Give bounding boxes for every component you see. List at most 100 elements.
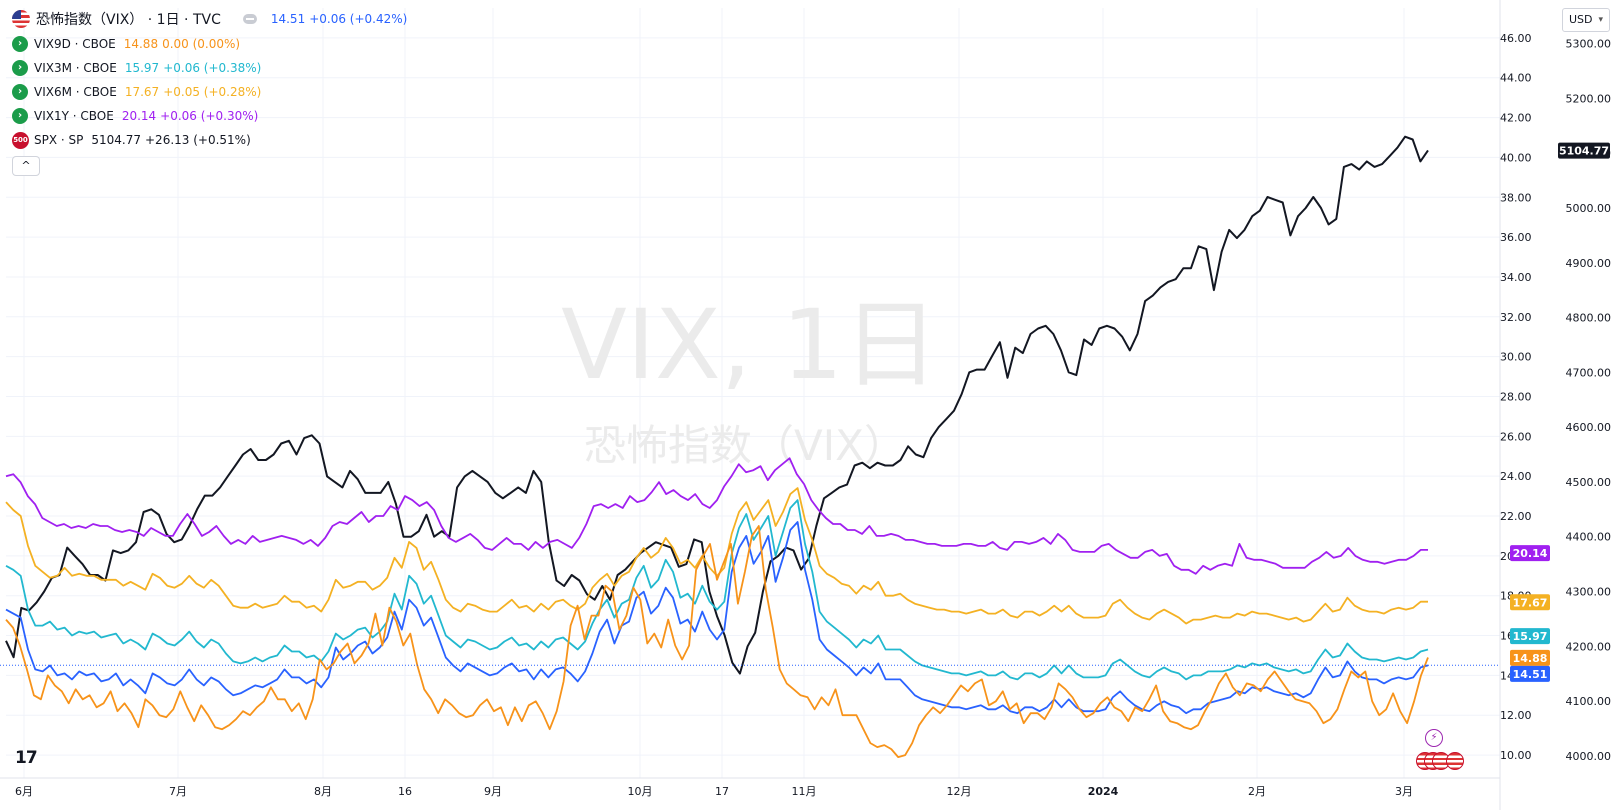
price-tag-bg <box>1510 649 1550 666</box>
legend-symbol[interactable]: VIX9D · CBOE <box>34 37 116 51</box>
main-exchange: TVC <box>192 12 221 28</box>
left-axis-tick-label: 38.00 <box>1500 191 1532 204</box>
price-tag-label: 5104.77 <box>1559 145 1609 158</box>
x-tick-label: 12月 <box>947 785 972 798</box>
legend-last: 14.88 <box>123 37 159 51</box>
legend-symbol[interactable]: SPX · SP <box>34 133 84 147</box>
arrow-icon: › <box>12 60 28 76</box>
left-axis-tick-label: 32.00 <box>1500 311 1532 324</box>
right-axis-tick-label: 4400.00 <box>1566 531 1612 544</box>
legend-rows: › VIX9D · CBOE 14.88 0.00 (0.00%) › VIX3M · C… <box>12 32 411 152</box>
x-tick-label: 16 <box>398 785 412 798</box>
left-axis-tick-label: 10.00 <box>1500 749 1532 762</box>
right-axis-tick-label: 4700.00 <box>1566 366 1612 379</box>
x-tick-label: 7月 <box>169 785 187 798</box>
left-axis-tick-label: 40.00 <box>1500 151 1532 164</box>
right-axis-tick-label: 5300.00 <box>1566 38 1612 51</box>
series-line-spx <box>5 135 1429 675</box>
right-axis-tick-label: 4600.00 <box>1566 421 1612 434</box>
x-tick-label: 6月 <box>15 785 33 798</box>
legend-main-row[interactable]: 恐怖指数（VIX） · 1日 · TVC 14.51 +0.06 (+0.42%… <box>12 8 411 30</box>
left-axis-tick-label: 12.00 <box>1500 709 1532 722</box>
main-title: 恐怖指数（VIX） <box>36 12 144 28</box>
right-axis-tick-label: 4100.00 <box>1566 695 1612 708</box>
main-interval: 1日 <box>156 12 180 28</box>
legend-symbol[interactable]: VIX1Y · CBOE <box>34 109 114 123</box>
x-tick-label: 17 <box>715 785 729 798</box>
right-axis-tick-label: 5000.00 <box>1566 202 1612 215</box>
x-tick-label: 11月 <box>792 785 817 798</box>
legend-last: 20.14 <box>121 109 157 123</box>
left-axis-tick-label: 30.00 <box>1500 351 1532 364</box>
main-last: 14.51 <box>270 12 306 26</box>
price-tag-bg <box>1510 665 1550 682</box>
legend-row-vix1y[interactable]: › VIX1Y · CBOE 20.14 +0.06 (+0.30%) <box>12 104 411 128</box>
left-axis-tick-label: 34.00 <box>1500 271 1532 284</box>
right-axis-tick-label: 4900.00 <box>1566 257 1612 270</box>
left-axis-tick-label: 46.00 <box>1500 32 1532 45</box>
x-tick-label: 2月 <box>1248 785 1266 798</box>
right-axis-tick-label: 4200.00 <box>1566 640 1612 653</box>
main-symbol-title[interactable]: 恐怖指数（VIX） · 1日 · TVC <box>36 12 221 28</box>
arrow-icon: › <box>12 108 28 124</box>
collapse-legend-button[interactable]: ^ <box>12 156 40 176</box>
left-axis-tick-label: 36.00 <box>1500 231 1532 244</box>
watermark-subtitle: 恐怖指数（VIX） <box>584 421 906 470</box>
legend-change: +0.05 (+0.28%) <box>163 85 262 99</box>
x-tick-label: 3月 <box>1395 785 1413 798</box>
eye-icon[interactable] <box>242 14 257 24</box>
price-tag-label: 20.14 <box>1513 547 1548 560</box>
legend-last: 17.67 <box>124 85 160 99</box>
price-tag-bg <box>1510 594 1550 611</box>
right-axis-tick-label: 4000.00 <box>1566 750 1612 763</box>
left-axis-tick-label: 26.00 <box>1500 430 1532 443</box>
legend-row-vix3m[interactable]: › VIX3M · CBOE 15.97 +0.06 (+0.38%) <box>12 56 411 80</box>
x-tick-label: 9月 <box>484 785 502 798</box>
us-flag-icon <box>12 10 30 28</box>
legend-last: 5104.77 <box>91 133 141 147</box>
tradingview-logo[interactable]: 17 <box>15 748 38 768</box>
legend-row-vix9d[interactable]: › VIX9D · CBOE 14.88 0.00 (0.00%) <box>12 32 411 56</box>
price-tag-label: 15.97 <box>1513 630 1548 643</box>
series-line-vix <box>5 521 1429 715</box>
price-tag-bg <box>1558 142 1610 159</box>
watermark-title: VIX, 1日 <box>561 289 939 401</box>
price-tag-label: 14.88 <box>1513 652 1548 665</box>
left-axis-tick-label: 24.00 <box>1500 470 1532 483</box>
price-tag-bg <box>1510 545 1550 562</box>
price-tag-label: 14.51 <box>1513 668 1548 681</box>
series-line-vix1y <box>5 457 1428 575</box>
legend-change: +26.13 (+0.51%) <box>145 133 251 147</box>
grid <box>6 8 1500 778</box>
main-change: +0.06 (+0.42%) <box>309 12 408 26</box>
right-axis-tick-label: 4300.00 <box>1566 585 1612 598</box>
x-tick-label: 2024 <box>1088 785 1119 798</box>
x-tick-label: 8月 <box>314 785 332 798</box>
legend-row-spx[interactable]: 500 SPX · SP 5104.77 +26.13 (+0.51%) <box>12 128 411 152</box>
left-axis-tick-label: 44.00 <box>1500 72 1532 85</box>
legend-symbol[interactable]: VIX6M · CBOE <box>34 85 117 99</box>
economic-event-icon[interactable] <box>1446 752 1464 770</box>
legend-change: +0.06 (+0.30%) <box>160 109 259 123</box>
legend-change: 0.00 (0.00%) <box>162 37 241 51</box>
right-axis-tick-label: 4800.00 <box>1566 312 1612 325</box>
price-tag-bg <box>1510 628 1550 645</box>
dividend-event-icon[interactable]: ⚡ <box>1425 729 1443 747</box>
currency-select[interactable]: USD <box>1562 8 1610 32</box>
price-tag-label: 17.67 <box>1513 596 1548 609</box>
legend-change: +0.06 (+0.38%) <box>163 61 262 75</box>
left-axis-tick-label: 42.00 <box>1500 112 1532 125</box>
series-line-vix3m <box>5 499 1429 681</box>
legend: 恐怖指数（VIX） · 1日 · TVC 14.51 +0.06 (+0.42%… <box>12 8 411 176</box>
series-layer <box>0 135 1500 758</box>
spx-icon: 500 <box>12 131 29 149</box>
arrow-icon: › <box>12 36 28 52</box>
legend-last: 15.97 <box>124 61 160 75</box>
legend-symbol[interactable]: VIX3M · CBOE <box>34 61 117 75</box>
series-line-vix9d <box>5 525 1429 758</box>
legend-row-vix6m[interactable]: › VIX6M · CBOE 17.67 +0.05 (+0.28%) <box>12 80 411 104</box>
